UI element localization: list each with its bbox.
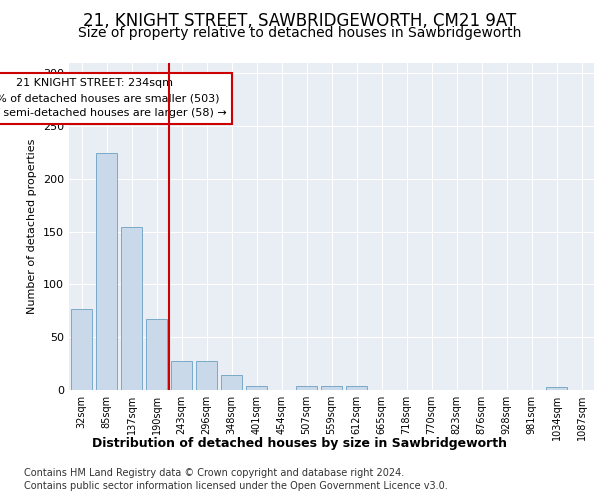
Bar <box>346 386 367 390</box>
Text: Contains HM Land Registry data © Crown copyright and database right 2024.: Contains HM Land Registry data © Crown c… <box>24 468 404 477</box>
Text: Size of property relative to detached houses in Sawbridgeworth: Size of property relative to detached ho… <box>79 26 521 40</box>
Text: 21, KNIGHT STREET, SAWBRIDGEWORTH, CM21 9AT: 21, KNIGHT STREET, SAWBRIDGEWORTH, CM21 … <box>83 12 517 30</box>
Bar <box>221 375 242 390</box>
Bar <box>296 386 317 390</box>
Bar <box>171 362 192 390</box>
Text: Contains public sector information licensed under the Open Government Licence v3: Contains public sector information licen… <box>24 481 448 491</box>
Bar <box>96 154 117 390</box>
Text: Distribution of detached houses by size in Sawbridgeworth: Distribution of detached houses by size … <box>92 438 508 450</box>
Bar <box>246 386 267 390</box>
Bar <box>546 387 567 390</box>
Bar <box>321 386 342 390</box>
Text: 21 KNIGHT STREET: 234sqm
← 89% of detached houses are smaller (503)
10% of semi-: 21 KNIGHT STREET: 234sqm ← 89% of detach… <box>0 78 227 118</box>
Bar <box>196 362 217 390</box>
Bar <box>71 308 92 390</box>
Y-axis label: Number of detached properties: Number of detached properties <box>28 138 37 314</box>
Bar <box>146 319 167 390</box>
Bar <box>121 228 142 390</box>
